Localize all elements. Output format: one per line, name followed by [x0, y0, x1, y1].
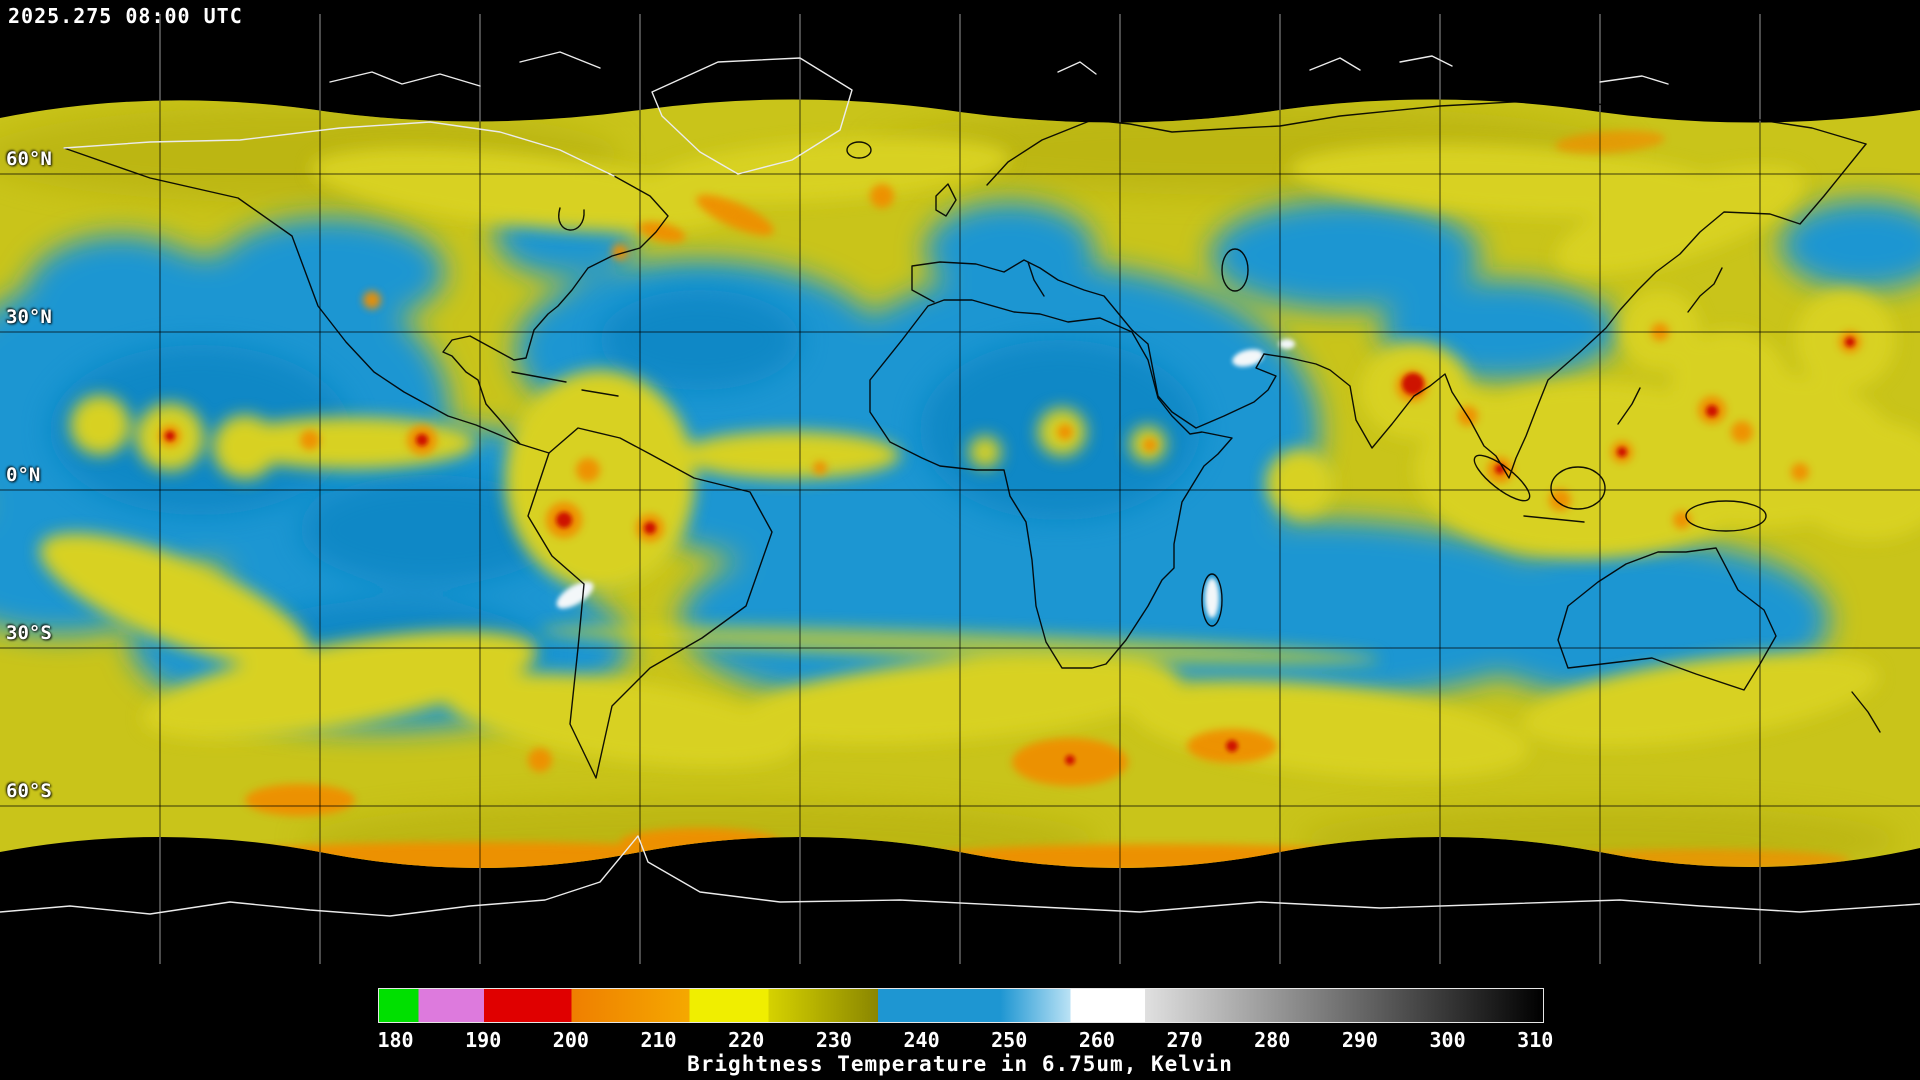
colorbar-tick-label: 270: [1166, 1028, 1203, 1052]
deep-convection-cores: [165, 337, 1855, 765]
polar-coastlines: [0, 51, 1920, 917]
colorbar-tick-label: 290: [1341, 1028, 1378, 1052]
colorbar-tick-label: 250: [991, 1028, 1028, 1052]
colorbar-tick-label: 190: [465, 1028, 502, 1052]
colorbar-tick-label: 300: [1429, 1028, 1466, 1052]
colorbar-tick-label: 240: [903, 1028, 940, 1052]
colorbar-tick-label: 210: [640, 1028, 677, 1052]
latitude-label: 0°N: [6, 464, 41, 486]
latitude-label: 60°S: [6, 780, 52, 802]
latitude-label: 30°N: [6, 306, 52, 328]
colorbar-tick-label: 220: [728, 1028, 765, 1052]
latitude-label: 30°S: [6, 622, 52, 644]
timestamp: 2025.275 08:00 UTC: [8, 4, 243, 28]
colorbar: [378, 988, 1544, 1023]
colorbar-tick-label: 310: [1517, 1028, 1554, 1052]
colorbar-ticks: 180 190 200 210 220 230 240 250 260 270 280 290 300 3…: [377, 1028, 1553, 1054]
colorbar-tick-label: 280: [1254, 1028, 1291, 1052]
coastlines: [63, 99, 1881, 779]
latitude-label: 60°N: [6, 148, 52, 170]
colorbar-tick-label: 230: [815, 1028, 852, 1052]
colorbar-gradient: [378, 988, 1544, 1023]
colorbar-tick-label: 180: [377, 1028, 414, 1052]
colorbar-tick-label: 200: [552, 1028, 589, 1052]
graticule: [0, 99, 1920, 868]
world-water-vapor-map: [0, 14, 1920, 964]
colorbar-title: Brightness Temperature in 6.75um, Kelvin: [687, 1052, 1233, 1076]
colorbar-tick-label: 260: [1078, 1028, 1115, 1052]
